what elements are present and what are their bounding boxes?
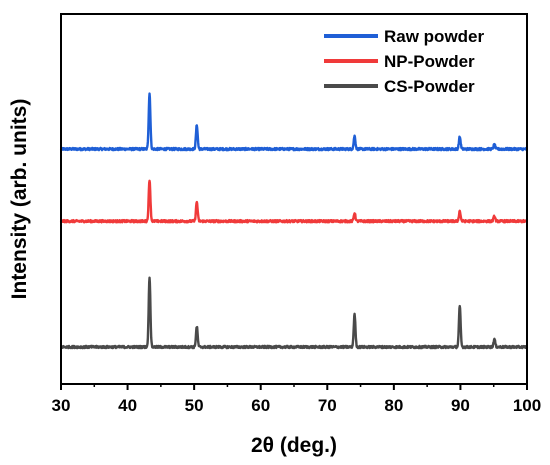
x-tick-label-100: 100	[513, 396, 541, 415]
legend-label-np-powder: NP-Powder	[384, 52, 475, 71]
y-axis-label: Intensity (arb. units)	[8, 99, 31, 300]
x-tick-label-30: 30	[52, 396, 71, 415]
series-line-raw-powder	[59, 92, 528, 152]
x-axis-label: 2θ (deg.)	[251, 434, 337, 457]
series-line-np-powder	[59, 179, 528, 224]
x-tick-label-80: 80	[384, 396, 403, 415]
legend-label-raw-powder: Raw powder	[384, 27, 485, 46]
legend-label-cs-powder: CS-Powder	[384, 77, 475, 96]
series-layer	[59, 92, 529, 350]
legend: Raw powder NP-Powder CS-Powder	[324, 27, 485, 96]
x-tick-label-40: 40	[118, 396, 137, 415]
x-tick-label-70: 70	[318, 396, 337, 415]
x-axis: 30 40 50 60 70 80 90 100	[52, 384, 541, 415]
x-tick-label-50: 50	[185, 396, 204, 415]
x-tick-label-60: 60	[251, 396, 270, 415]
x-tick-label-90: 90	[451, 396, 470, 415]
series-line-cs-powder	[60, 276, 529, 350]
